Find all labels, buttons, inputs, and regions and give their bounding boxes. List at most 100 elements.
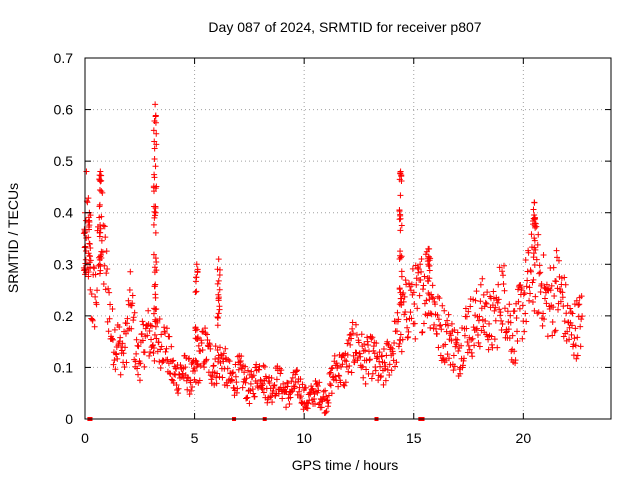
data-point — [294, 367, 301, 374]
data-point — [421, 273, 428, 280]
data-point — [476, 313, 483, 320]
data-point — [289, 374, 296, 381]
data-point — [569, 310, 576, 317]
data-point — [216, 271, 223, 278]
data-point — [215, 256, 222, 263]
data-point — [544, 286, 551, 293]
data-point — [344, 340, 351, 347]
data-point — [420, 320, 427, 327]
data-point — [148, 336, 155, 343]
data-point — [149, 323, 156, 330]
x-axis-label: GPS time / hours — [292, 457, 399, 473]
data-point — [311, 391, 318, 398]
data-point — [216, 303, 223, 310]
data-point — [299, 381, 306, 388]
data-point — [266, 380, 273, 387]
data-point — [215, 291, 222, 298]
data-point — [87, 244, 94, 251]
data-point — [248, 368, 255, 375]
data-point — [474, 325, 481, 332]
data-point — [157, 346, 164, 353]
data-point — [497, 309, 504, 316]
data-point — [519, 302, 526, 309]
data-point — [492, 304, 499, 311]
data-point — [243, 375, 250, 382]
data-point — [94, 287, 101, 294]
data-point — [244, 394, 251, 401]
data-point — [186, 355, 193, 362]
data-point — [85, 234, 92, 241]
data-point — [466, 346, 473, 353]
data-point — [425, 254, 432, 261]
data-point — [476, 343, 483, 350]
data-point — [419, 328, 426, 335]
data-point — [251, 393, 258, 400]
data-point — [168, 376, 175, 383]
data-point — [444, 351, 451, 358]
data-point — [144, 332, 151, 339]
data-point — [109, 336, 116, 343]
data-point — [374, 354, 381, 361]
data-point — [528, 231, 535, 238]
y-axis-label: SRMTID / TECUs — [5, 183, 21, 293]
data-point — [249, 373, 256, 380]
data-point — [576, 301, 583, 308]
data-point — [386, 361, 393, 368]
data-point — [499, 321, 506, 328]
data-point — [345, 368, 352, 375]
data-point — [514, 286, 521, 293]
data-point — [164, 356, 171, 363]
data-point — [152, 229, 159, 236]
data-point — [86, 264, 93, 271]
data-point — [246, 400, 253, 407]
data-point — [191, 367, 198, 374]
data-point — [553, 247, 560, 254]
data-point — [435, 316, 442, 323]
data-point — [216, 373, 223, 380]
data-point — [390, 350, 397, 357]
data-point — [528, 268, 535, 275]
x-tick-label: 0 — [81, 430, 89, 446]
data-point — [434, 293, 441, 300]
data-point — [187, 379, 194, 386]
data-point — [141, 363, 148, 370]
data-point — [170, 357, 177, 364]
data-point — [526, 284, 533, 291]
grid-lines — [85, 58, 611, 419]
data-point — [550, 304, 557, 311]
data-point — [533, 256, 540, 263]
data-point — [386, 371, 393, 378]
data-point — [152, 185, 159, 192]
data-point — [549, 319, 556, 326]
data-point — [97, 225, 104, 232]
data-point — [439, 302, 446, 309]
data-point — [169, 358, 176, 365]
data-point — [135, 343, 142, 350]
data-point — [408, 315, 415, 322]
data-point — [86, 240, 93, 247]
data-point — [519, 335, 526, 342]
data-point — [153, 130, 160, 137]
data-point — [396, 207, 403, 214]
data-point — [162, 329, 169, 336]
data-point — [403, 281, 410, 288]
data-point — [222, 345, 229, 352]
data-point — [369, 370, 376, 377]
data-point — [409, 291, 416, 298]
data-point — [463, 325, 470, 332]
data-point — [268, 393, 275, 400]
data-point — [151, 264, 158, 271]
data-point — [427, 310, 434, 317]
data-point — [150, 221, 157, 228]
data-point — [567, 305, 574, 312]
data-point — [346, 362, 353, 369]
data-point — [198, 340, 205, 347]
data-point — [504, 308, 511, 315]
y-tick-label: 0.4 — [54, 205, 74, 221]
data-point — [541, 316, 548, 323]
data-point — [152, 209, 159, 216]
data-point — [482, 317, 489, 324]
data-point — [479, 275, 486, 282]
data-point — [225, 356, 232, 363]
data-point — [573, 355, 580, 362]
